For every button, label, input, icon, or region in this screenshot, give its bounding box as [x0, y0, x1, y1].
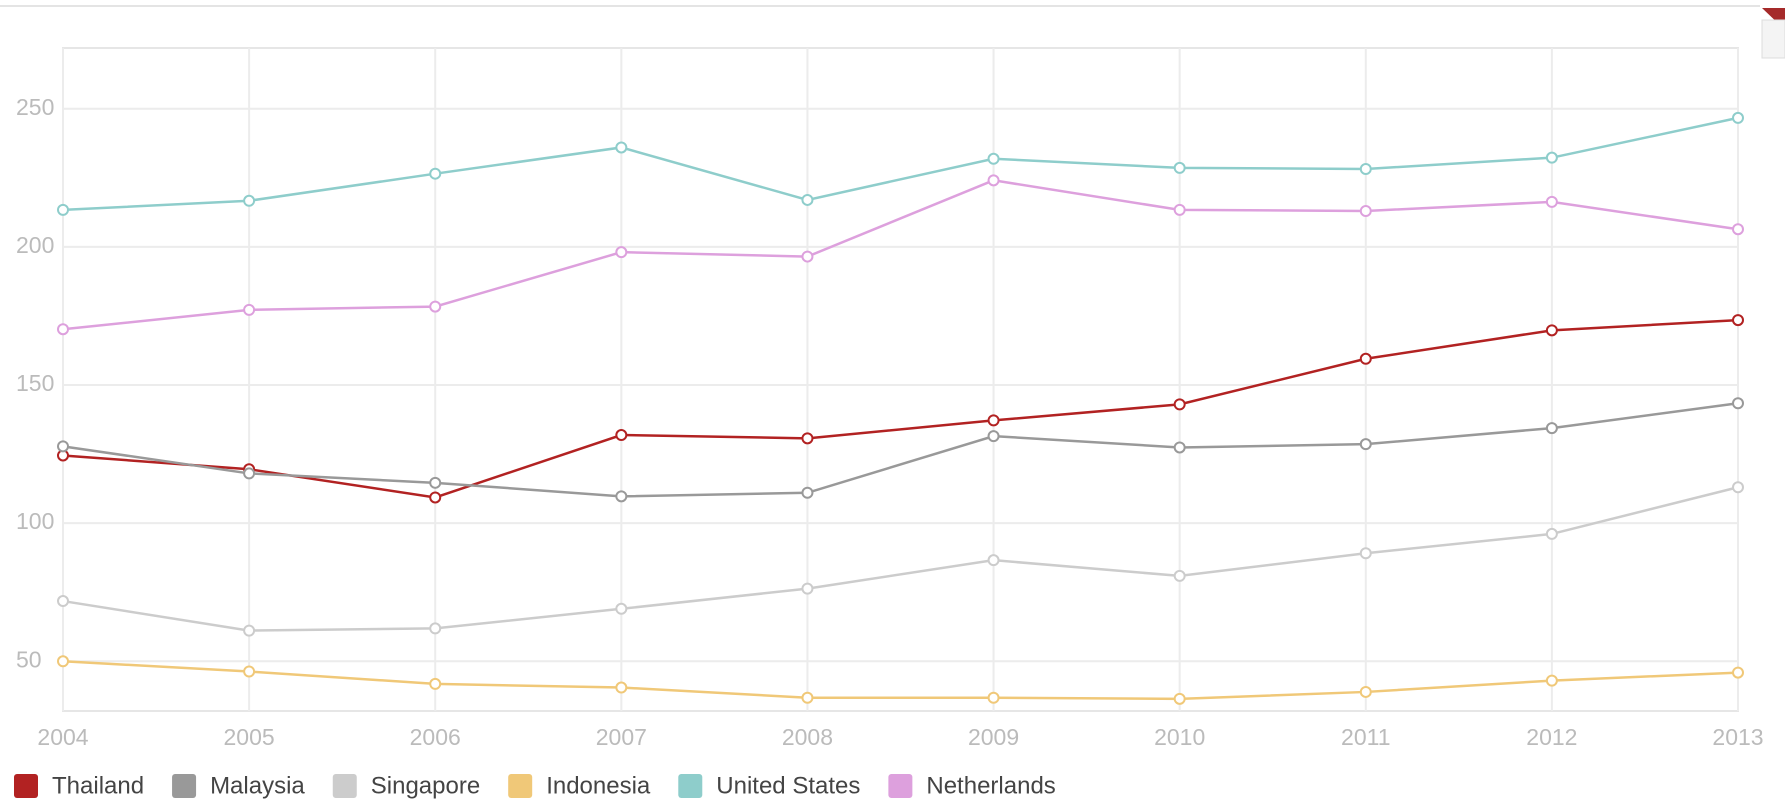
data-point: [615, 246, 628, 259]
data-point: [57, 203, 69, 216]
x-tick-label: 2004: [37, 724, 88, 750]
data-point: [801, 250, 814, 263]
data-point: [1173, 441, 1186, 454]
data-point: [801, 432, 814, 445]
x-tick-label: 2005: [224, 724, 275, 750]
legend-label: Netherlands: [926, 772, 1055, 799]
legend-swatch: [14, 774, 38, 798]
data-point: [1732, 314, 1744, 327]
data-point: [57, 655, 69, 668]
x-tick-label: 2007: [596, 724, 647, 750]
data-point: [987, 554, 1000, 567]
data-point: [57, 323, 69, 336]
data-point: [429, 300, 442, 313]
data-point: [1732, 111, 1744, 124]
data-point: [1732, 481, 1744, 494]
data-point: [615, 602, 628, 615]
series-line: [62, 486, 1739, 632]
data-point: [243, 665, 256, 678]
data-point: [1359, 352, 1372, 365]
x-tick-label: 2013: [1712, 724, 1763, 750]
x-tick-label: 2011: [1341, 724, 1390, 750]
legend-label: United States: [716, 772, 860, 799]
data-point: [429, 622, 442, 635]
series-line: [62, 116, 1739, 212]
data-point: [243, 624, 256, 637]
export-button[interactable]: [1761, 19, 1785, 59]
data-point: [1545, 422, 1558, 435]
data-point: [1545, 195, 1558, 208]
data-point: [243, 467, 256, 480]
data-point: [987, 414, 1000, 427]
plot-frame: [62, 47, 1739, 712]
legend-label: Singapore: [371, 772, 480, 799]
data-point: [1173, 161, 1186, 174]
legend-swatch: [678, 774, 703, 798]
legend-swatch: [888, 774, 913, 798]
data-point: [1173, 203, 1186, 216]
data-point: [1732, 223, 1744, 236]
y-tick-label: 100: [16, 508, 54, 534]
data-point: [1359, 438, 1372, 451]
x-tick-label: 2008: [782, 724, 833, 750]
data-point: [57, 595, 69, 608]
data-point: [615, 141, 628, 154]
x-tick-label: 2012: [1526, 724, 1577, 750]
data-point: [429, 476, 442, 489]
data-point: [801, 691, 814, 704]
data-point: [1545, 151, 1558, 164]
legend-label: Thailand: [52, 772, 144, 799]
x-tick-label: 2006: [410, 724, 461, 750]
data-point: [1732, 666, 1744, 679]
data-point: [615, 681, 628, 694]
series-line: [62, 660, 1739, 701]
y-tick-label: 200: [16, 232, 54, 258]
legend-label: Indonesia: [546, 772, 651, 799]
data-point: [987, 174, 1000, 187]
data-point: [243, 303, 256, 316]
data-point: [1732, 397, 1744, 410]
legend-swatch: [172, 774, 197, 798]
data-point: [57, 440, 69, 453]
data-point: [1173, 398, 1186, 411]
legend-swatch: [508, 774, 533, 798]
series-line: [62, 179, 1739, 331]
legend-label: Malaysia: [210, 772, 305, 799]
data-point: [1359, 204, 1372, 217]
data-point: [1545, 527, 1558, 540]
legend-swatch: [332, 774, 357, 798]
data-point: [615, 490, 628, 503]
data-point: [1359, 685, 1372, 698]
data-point: [429, 491, 442, 504]
data-point: [987, 152, 1000, 165]
data-point: [1173, 692, 1186, 705]
data-point: [801, 486, 814, 499]
y-tick-label: 250: [16, 94, 54, 120]
series-line: [62, 402, 1739, 498]
data-point: [429, 677, 442, 690]
data-point: [1359, 547, 1372, 560]
data-point: [1545, 674, 1558, 687]
data-point: [615, 429, 628, 442]
data-point: [801, 193, 814, 206]
data-point: [801, 582, 814, 595]
data-point: [243, 194, 256, 207]
y-tick-label: 50: [16, 646, 42, 672]
y-tick-label: 150: [16, 370, 54, 396]
x-tick-label: 2009: [968, 724, 1019, 750]
data-point: [987, 691, 1000, 704]
series-line: [62, 318, 1739, 499]
data-point: [1545, 324, 1558, 337]
data-point: [429, 167, 442, 180]
x-tick-label: 2010: [1154, 724, 1205, 750]
data-point: [1173, 569, 1186, 582]
data-point: [987, 430, 1000, 443]
data-point: [1359, 162, 1372, 175]
